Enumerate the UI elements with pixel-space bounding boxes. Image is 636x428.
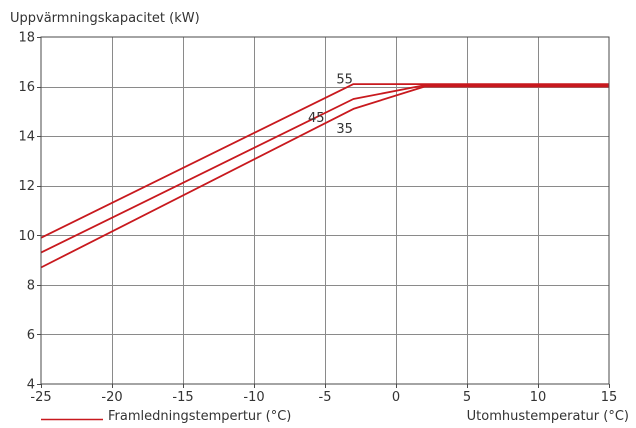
series-annotation-35: 35 (336, 122, 353, 137)
x-tick-label: -15 (172, 390, 193, 405)
y-axis-label: Uppvärmningskapacitet (kW) (10, 11, 200, 26)
x-tick-label: -20 (101, 390, 122, 405)
plot-frame (40, 36, 610, 385)
series-lines (40, 83, 609, 269)
x-tick-label: 5 (463, 390, 471, 405)
series-line-55 (40, 83, 609, 239)
y-tick-label: 16 (18, 80, 35, 95)
y-tick-label: 14 (18, 130, 35, 145)
x-tick-label: 0 (392, 390, 400, 405)
y-tick-label: 4 (27, 378, 35, 393)
x-tick-label: -5 (319, 390, 332, 405)
y-tick-label: 6 (27, 328, 35, 343)
y-tick-label: 10 (18, 229, 35, 244)
legend-label: Framledningstempertur (°C) (108, 409, 291, 424)
y-tick-label: 18 (18, 31, 35, 46)
grid (37, 37, 610, 388)
x-tick-label: 10 (530, 390, 547, 405)
series-line-45 (40, 84, 609, 254)
series-annotation-45: 45 (308, 111, 325, 126)
y-tick-label: 12 (18, 179, 35, 194)
series-annotation-55: 55 (336, 73, 353, 88)
series-annotations: 55 45 35 (308, 73, 353, 138)
x-axis-label: Utomhustemperatur (°C) (467, 409, 629, 424)
x-tick-label: 15 (601, 390, 618, 405)
y-tick-label: 8 (27, 278, 35, 293)
x-tick-label: -25 (30, 390, 51, 405)
series-line-35 (40, 85, 609, 269)
tick-labels: -25 -20 -15 -10 -5 0 5 10 15 4 6 8 10 12 14 16 18 (18, 31, 617, 406)
x-tick-label: -10 (243, 390, 264, 405)
